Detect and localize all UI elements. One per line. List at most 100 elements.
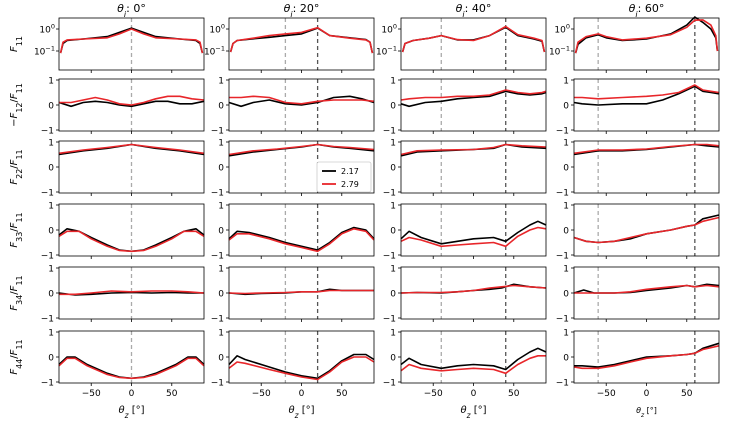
- series-line-2-79: [58, 143, 205, 155]
- y-tick-label: 0: [390, 102, 396, 112]
- y-tick-label: 0: [563, 102, 569, 112]
- column-title: θi: 40°: [456, 2, 492, 19]
- x-tick-label: 0: [644, 389, 650, 399]
- y-tick-label: 1: [218, 139, 224, 149]
- series-line-2-79: [229, 95, 375, 105]
- series-line-2-79: [59, 28, 204, 54]
- y-tick-label: 100: [381, 23, 397, 36]
- y-tick-label: 100: [39, 23, 55, 36]
- row-label: F11: [9, 36, 24, 52]
- x-tick-label: 50: [166, 389, 178, 399]
- column-title: θi: 0°: [117, 2, 146, 19]
- x-tick-label: −50: [252, 389, 271, 399]
- x-tick-label: 50: [336, 389, 348, 399]
- x-axis-label: θz [°]: [288, 405, 314, 420]
- x-tick-label: −50: [597, 389, 616, 399]
- series-line-2-17: [228, 226, 375, 251]
- y-tick-label: 1: [563, 329, 569, 339]
- y-tick-label: 0: [48, 227, 54, 237]
- panel-frame: [573, 203, 720, 257]
- y-tick-label: 1: [390, 139, 396, 149]
- series-line-2-79: [58, 230, 205, 253]
- y-tick-label: −1: [556, 189, 569, 199]
- series-line-2-79: [574, 284, 720, 294]
- column-title: θi: 20°: [284, 2, 320, 19]
- y-tick-label: −1: [41, 189, 54, 199]
- series-line-2-17: [574, 16, 719, 54]
- y-tick-label: 10−1: [549, 45, 570, 58]
- y-tick-label: 0: [563, 227, 569, 237]
- series-line-2-79: [400, 284, 547, 294]
- legend-entry: 2.17: [341, 167, 359, 176]
- y-tick-label: 100: [554, 23, 570, 36]
- y-tick-label: 1: [218, 265, 224, 275]
- series-line-2-79: [400, 226, 547, 248]
- series-line-2-79: [401, 25, 546, 53]
- y-tick-label: −1: [383, 189, 396, 199]
- y-tick-label: 0: [48, 164, 54, 174]
- y-tick-label: 0: [218, 354, 224, 364]
- y-tick-label: 1: [218, 329, 224, 339]
- y-tick-label: 1: [563, 139, 569, 149]
- y-tick-label: −1: [556, 379, 569, 389]
- x-tick-label: −50: [82, 389, 101, 399]
- row-label: F33/F11: [9, 212, 24, 247]
- series-line-2-17: [58, 100, 205, 108]
- panel-frame: [400, 203, 547, 257]
- y-tick-label: −1: [211, 252, 224, 262]
- row-label: F22/F11: [9, 149, 24, 184]
- y-tick-label: 0: [218, 290, 224, 300]
- y-tick-label: −1: [556, 315, 569, 325]
- y-tick-label: −1: [41, 315, 54, 325]
- series-line-2-79: [573, 216, 720, 244]
- y-tick-label: 1: [48, 139, 54, 149]
- column-title: θi: 60°: [629, 2, 665, 19]
- series-line-2-79: [400, 143, 547, 156]
- y-tick-label: 0: [390, 164, 396, 174]
- x-tick-label: 50: [681, 389, 693, 399]
- series-line-2-17: [400, 220, 547, 245]
- y-tick-label: 10−1: [34, 45, 55, 58]
- series-line-2-17: [573, 214, 720, 244]
- row-label: −F12/F11: [9, 83, 24, 127]
- y-tick-label: −1: [383, 127, 396, 137]
- y-tick-label: 0: [218, 164, 224, 174]
- series-line-2-17: [228, 353, 375, 380]
- y-tick-label: 0: [390, 354, 396, 364]
- x-axis-label: θz [°]: [118, 405, 144, 420]
- y-tick-label: 1: [48, 329, 54, 339]
- series-line-2-17: [228, 95, 375, 108]
- y-tick-label: 1: [563, 265, 569, 275]
- y-tick-label: 1: [48, 265, 54, 275]
- y-tick-label: 0: [48, 354, 54, 364]
- series-line-2-79: [59, 290, 205, 296]
- panel-frame: [228, 17, 375, 71]
- y-tick-label: 0: [48, 290, 54, 300]
- panel-frame: [573, 17, 720, 71]
- y-tick-label: −1: [41, 379, 54, 389]
- y-tick-label: 1: [390, 265, 396, 275]
- y-tick-label: 1: [390, 329, 396, 339]
- y-tick-label: 0: [563, 290, 569, 300]
- y-tick-label: −1: [383, 379, 396, 389]
- panel-frame: [400, 78, 547, 132]
- x-tick-label: 0: [129, 389, 135, 399]
- series-line-2-79: [59, 95, 205, 106]
- series-line-2-17: [400, 347, 547, 371]
- y-tick-label: 1: [48, 77, 54, 87]
- series-line-2-79: [574, 19, 719, 54]
- x-axis-label: θz [°]: [460, 405, 486, 420]
- series-line-2-79: [228, 289, 374, 295]
- y-tick-label: 0: [563, 164, 569, 174]
- y-tick-label: 100: [209, 23, 225, 36]
- y-tick-label: −1: [41, 127, 54, 137]
- y-tick-label: 1: [48, 202, 54, 212]
- y-tick-label: −1: [383, 315, 396, 325]
- series-line-2-79: [400, 89, 547, 101]
- y-tick-label: 1: [390, 202, 396, 212]
- x-tick-label: 50: [508, 389, 520, 399]
- series-line-2-79: [228, 143, 375, 156]
- series-line-2-79: [58, 357, 205, 380]
- x-tick-label: −50: [424, 389, 443, 399]
